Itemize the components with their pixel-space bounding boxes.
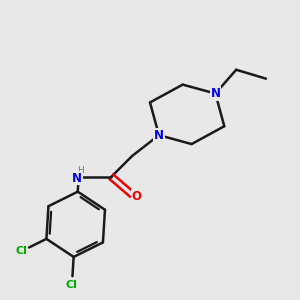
Text: N: N	[154, 129, 164, 142]
Text: N: N	[210, 87, 220, 100]
Text: H: H	[77, 166, 83, 175]
Text: O: O	[132, 190, 142, 202]
Text: Cl: Cl	[66, 280, 78, 290]
Text: Cl: Cl	[16, 246, 28, 256]
Text: N: N	[72, 172, 82, 185]
